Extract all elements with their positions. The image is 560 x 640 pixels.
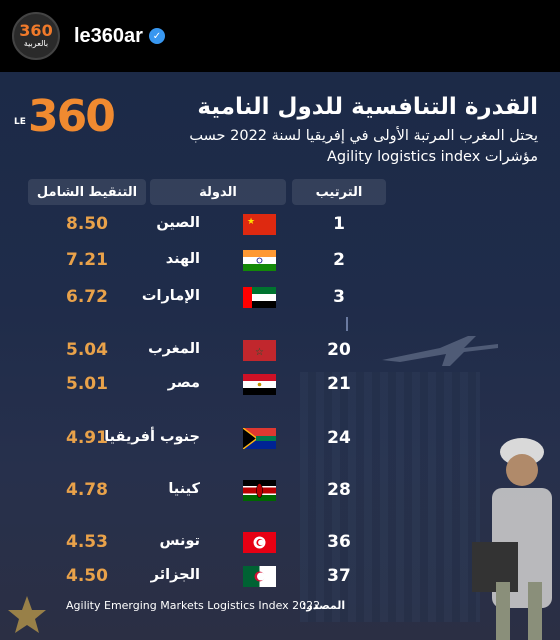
- source-note: Agility Emerging Markets Logistics Index…: [66, 599, 345, 612]
- china-flag-icon: ★: [243, 214, 276, 235]
- rank-cell: 1: [333, 214, 345, 234]
- avatar-subtitle: بالعربية: [23, 39, 49, 48]
- svg-text:☆: ☆: [255, 347, 264, 358]
- svg-text:★: ★: [247, 217, 255, 227]
- rank-cell: 20: [327, 340, 351, 360]
- kenya-flag-icon: [243, 480, 276, 501]
- rank-cell: 24: [327, 428, 351, 448]
- infographic-title: القدرة التنافسية للدول النامية: [197, 94, 538, 120]
- rank-cell: 2: [333, 250, 345, 270]
- country-cell: مصر: [167, 375, 200, 391]
- post-header: 360 بالعربية le360ar ✓: [0, 0, 560, 72]
- logo-prefix: LE: [14, 117, 26, 127]
- algeria-flag-icon: [243, 566, 276, 587]
- airplane-icon: [382, 336, 498, 366]
- country-cell: الصين: [156, 215, 200, 231]
- rank-cell: 36: [327, 532, 351, 552]
- score-cell: 5.01: [66, 374, 108, 394]
- country-cell: المغرب: [148, 341, 200, 357]
- country-cell: جنوب أفريقيا: [104, 429, 200, 445]
- egypt-flag-icon: [243, 374, 276, 395]
- row-gap-divider: [346, 317, 348, 331]
- morocco-flag-icon: ☆: [243, 340, 276, 361]
- watermark-emblem-icon: [8, 596, 46, 633]
- score-cell: 4.53: [66, 532, 108, 552]
- rank-cell: 21: [327, 374, 351, 394]
- score-cell: 4.78: [66, 480, 108, 500]
- south-africa-flag-icon: [243, 428, 276, 449]
- rank-cell: 3: [333, 287, 345, 307]
- score-cell: 6.72: [66, 287, 108, 307]
- column-header-rank: الترتيب: [292, 179, 386, 205]
- country-cell: الهند: [165, 251, 200, 267]
- worker-silhouette-icon: [472, 438, 552, 640]
- score-cell: 4.91: [66, 428, 108, 448]
- rank-cell: 37: [327, 566, 351, 586]
- country-cell: الجزائر: [150, 567, 200, 583]
- score-cell: 5.04: [66, 340, 108, 360]
- score-cell: 4.50: [66, 566, 108, 586]
- country-cell: كينيا: [168, 481, 200, 497]
- country-cell: تونس: [159, 533, 200, 549]
- uae-flag-icon: [243, 287, 276, 308]
- rank-cell: 28: [327, 480, 351, 500]
- logo-number: 360: [28, 91, 116, 142]
- avatar[interactable]: 360 بالعربية: [12, 12, 60, 60]
- username[interactable]: le360ar: [74, 24, 143, 47]
- column-header-score: التنقيط الشامل: [28, 179, 146, 205]
- verified-badge-icon: ✓: [148, 28, 165, 44]
- source-text: Agility Emerging Markets Logistics Index…: [66, 599, 321, 612]
- tunisia-flag-icon: [243, 532, 276, 553]
- avatar-number: 360: [19, 21, 53, 40]
- column-header-country: الدولة: [150, 179, 286, 205]
- le360-logo: LE 360: [14, 92, 124, 142]
- infographic-image: LE 360 القدرة التنافسية للدول النامية يح…: [0, 72, 560, 640]
- containers-background: [300, 372, 480, 622]
- score-cell: 7.21: [66, 250, 108, 270]
- country-cell: الإمارات: [141, 288, 200, 304]
- india-flag-icon: [243, 250, 276, 271]
- infographic-subtitle: يحتل المغرب المرتبة الأولى في إفريقيا لس…: [189, 128, 538, 165]
- source-label: المصدر:: [302, 599, 346, 612]
- score-cell: 8.50: [66, 214, 108, 234]
